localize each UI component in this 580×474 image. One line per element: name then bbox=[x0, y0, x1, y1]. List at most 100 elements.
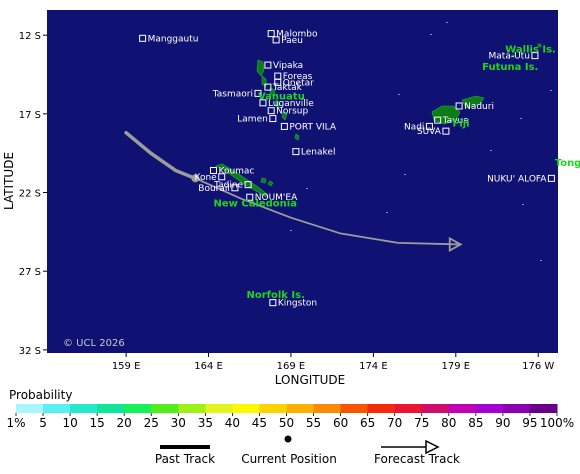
town-marker bbox=[267, 107, 275, 115]
y-tick-label: 12 S bbox=[19, 31, 41, 42]
colorbar-swatch bbox=[124, 404, 152, 413]
y-tick-label: 32 S bbox=[19, 346, 41, 357]
y-axis-title: LATITUDE bbox=[2, 152, 16, 210]
town-label: Onetar bbox=[283, 78, 314, 88]
town-marker bbox=[254, 89, 262, 97]
colorbar-label: 80 bbox=[441, 416, 456, 430]
land-shape bbox=[431, 105, 461, 125]
town-marker bbox=[259, 99, 267, 107]
town-label: Foreas bbox=[283, 72, 313, 82]
current-position-marker bbox=[191, 174, 200, 183]
colorbar-label: 85 bbox=[468, 416, 483, 430]
region-label: Norfolk Is. bbox=[246, 290, 304, 301]
colorbar-swatch bbox=[43, 404, 71, 413]
town-marker bbox=[442, 127, 450, 135]
town-marker bbox=[280, 122, 288, 130]
past-track-legend-label: Past Track bbox=[155, 452, 215, 466]
forecast-track-arrowhead bbox=[448, 236, 463, 252]
town-marker bbox=[274, 78, 282, 86]
colorbar-swatch bbox=[502, 404, 531, 413]
reef-speck bbox=[520, 118, 522, 119]
colorbar-label: 50 bbox=[279, 416, 294, 430]
reef-speck bbox=[290, 230, 292, 231]
colorbar-swatch bbox=[97, 404, 125, 413]
x-tick-label: 174 E bbox=[359, 361, 388, 372]
forecast-track-legend-label: Forecast Track bbox=[374, 452, 460, 466]
colorbar-swatch bbox=[421, 404, 450, 413]
region-labels: Wallis Is. Futuna Is. Vanuatu Fiji Tonga New … bbox=[213, 44, 580, 300]
reef-speck bbox=[446, 22, 448, 23]
colorbar-label: 65 bbox=[360, 416, 375, 430]
colorbar-swatch bbox=[367, 404, 396, 413]
storm-track bbox=[124, 130, 463, 252]
region-label: Futuna Is. bbox=[482, 62, 538, 73]
probability-colorbar: 1% 5 10 15 20 25 30 35 40 45 50 55 60 65 70 75 80 85 90 95 1… bbox=[6, 404, 574, 430]
town-label: Norsup bbox=[276, 107, 308, 117]
town-label: SUVA bbox=[417, 127, 442, 137]
town-marker bbox=[267, 30, 275, 38]
colorbar-label: 90 bbox=[495, 416, 510, 430]
current-position-legend-label: Current Position bbox=[241, 452, 337, 466]
town-marker bbox=[209, 166, 217, 174]
town-marker bbox=[269, 299, 277, 307]
past-track-line bbox=[124, 130, 198, 181]
town-label: Nadi bbox=[404, 122, 424, 132]
town-label: Luganville bbox=[268, 99, 314, 109]
land-shape bbox=[281, 111, 288, 121]
y-tick-label: 17 S bbox=[19, 110, 41, 121]
colorbar-swatch bbox=[394, 404, 423, 413]
town-marker bbox=[434, 116, 442, 124]
region-label: Tonga bbox=[555, 158, 580, 169]
colorbar-swatch bbox=[205, 404, 233, 413]
region-label: Vanuatu bbox=[258, 92, 305, 103]
town-marker bbox=[231, 184, 239, 192]
x-tick-label: 169 E bbox=[277, 361, 306, 372]
town-marker bbox=[547, 174, 555, 182]
colorbar-swatch bbox=[259, 404, 287, 413]
town-marker bbox=[218, 173, 226, 181]
town-label: Tavua bbox=[442, 116, 469, 126]
reef-speck bbox=[540, 260, 542, 261]
town-marker bbox=[269, 115, 277, 123]
town-label: Lamen bbox=[237, 115, 268, 125]
town-label: Bourail bbox=[198, 184, 230, 194]
town-marker bbox=[244, 181, 252, 189]
colorbar-label: 10 bbox=[62, 416, 77, 430]
town-label: Mata-Utu bbox=[489, 52, 530, 62]
colorbar-swatch bbox=[313, 404, 342, 413]
land-shape bbox=[274, 99, 281, 109]
town-label: Kone bbox=[195, 173, 218, 183]
colorbar-label: 40 bbox=[225, 416, 240, 430]
colorbar-label: 25 bbox=[144, 416, 159, 430]
land-shape bbox=[511, 54, 515, 58]
colorbar-label: 100% bbox=[540, 416, 574, 430]
town-label: Naduri bbox=[464, 102, 494, 112]
y-tick-label: 22 S bbox=[19, 189, 41, 200]
town-marker bbox=[531, 52, 539, 60]
reef-speck bbox=[404, 174, 406, 175]
colorbar-swatch bbox=[475, 404, 504, 413]
region-label: Wallis Is. bbox=[505, 44, 556, 55]
town-label: Kingston bbox=[278, 299, 317, 309]
town-label: NOUM'EA bbox=[255, 193, 298, 203]
town-marker bbox=[246, 193, 254, 201]
colorbar-label: 95 bbox=[522, 416, 537, 430]
colorbar-label: 30 bbox=[171, 416, 186, 430]
x-tick-label: 176 W bbox=[522, 361, 554, 372]
town-label: PORT VILA bbox=[289, 122, 337, 132]
map-ocean-background bbox=[47, 10, 558, 353]
reef-speck bbox=[386, 212, 388, 213]
colorbar-swatch bbox=[151, 404, 179, 413]
reef-speck bbox=[550, 90, 552, 91]
town-marker bbox=[292, 148, 300, 156]
region-label: New Caledonia bbox=[213, 199, 297, 210]
town-label: Koumac bbox=[218, 166, 254, 176]
x-axis-title: LONGITUDE bbox=[275, 373, 345, 387]
colorbar-label: 60 bbox=[333, 416, 348, 430]
town-label: Vipaka bbox=[273, 61, 303, 71]
colorbar-label: 55 bbox=[306, 416, 321, 430]
reef-speck bbox=[398, 94, 400, 95]
y-tick-label: 27 S bbox=[19, 267, 41, 278]
town-marker bbox=[425, 122, 433, 130]
colorbar-title: Probability bbox=[9, 388, 72, 402]
